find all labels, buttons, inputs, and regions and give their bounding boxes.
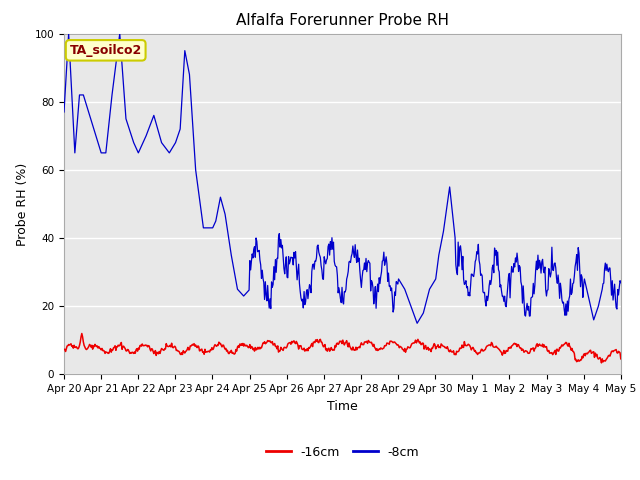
Y-axis label: Probe RH (%): Probe RH (%) (16, 162, 29, 246)
X-axis label: Time: Time (327, 400, 358, 413)
Text: TA_soilco2: TA_soilco2 (70, 44, 142, 57)
Title: Alfalfa Forerunner Probe RH: Alfalfa Forerunner Probe RH (236, 13, 449, 28)
Legend: -16cm, -8cm: -16cm, -8cm (260, 441, 424, 464)
